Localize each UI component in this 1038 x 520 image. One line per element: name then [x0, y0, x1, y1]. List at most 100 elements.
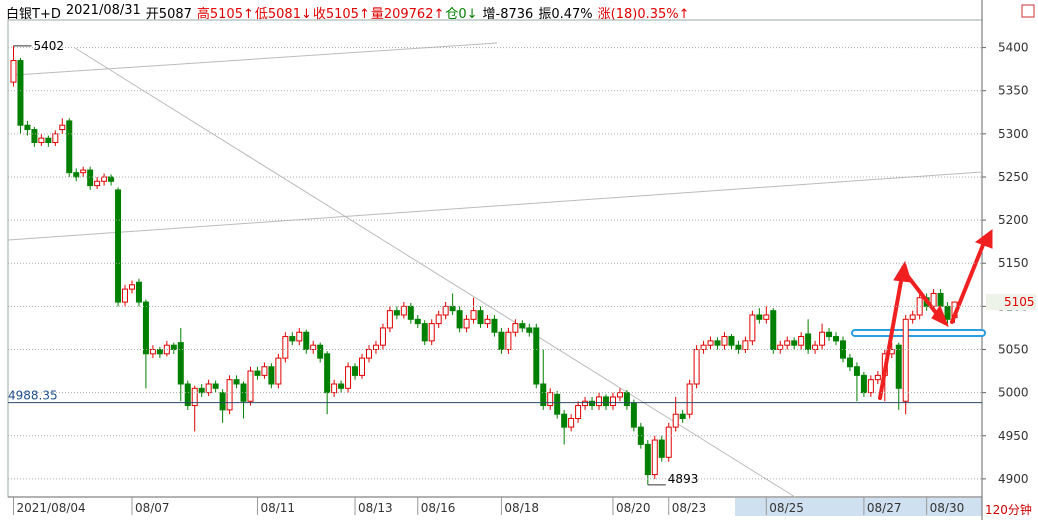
candle-body [672, 413, 679, 428]
candle-body [763, 314, 770, 320]
candle-body [442, 305, 449, 316]
x-tick-label: 08/23 [672, 501, 707, 515]
candle-body [651, 439, 658, 476]
candle-body [484, 318, 491, 325]
candle-body [73, 172, 80, 178]
candle-body [289, 336, 296, 342]
candle-body [386, 310, 393, 329]
candle-body [874, 374, 881, 381]
candle-body [512, 323, 519, 333]
y-tick-label: 4900 [998, 472, 1029, 486]
arrow-head [931, 304, 949, 328]
candle-body [421, 323, 428, 342]
candle-body [491, 318, 498, 333]
last-price-tag [986, 294, 1036, 311]
candle-body [338, 383, 345, 389]
candle-body [191, 387, 198, 407]
trend-line [14, 42, 498, 76]
candle-body [24, 124, 31, 131]
corner-icon [1021, 4, 1035, 18]
candle-body [163, 344, 170, 355]
candle-body [407, 305, 414, 320]
candle-body [38, 137, 45, 143]
candle-body [602, 396, 609, 407]
candle-body [122, 288, 129, 303]
candles [10, 45, 958, 485]
candle-body [45, 137, 52, 143]
header-item: 量209762↑ [370, 7, 445, 22]
candle-body [637, 426, 644, 445]
x-tick-label: 08/07 [135, 501, 170, 515]
candle-body [449, 305, 456, 312]
candle-body [519, 323, 526, 329]
header-item: 涨(18)0.35%↑ [597, 7, 690, 22]
candle-body [226, 379, 233, 411]
candle-body [212, 383, 219, 389]
candle-body [80, 169, 87, 174]
arrow-head [893, 260, 912, 283]
candle-body [10, 60, 17, 83]
x-tick-label: 08/20 [616, 501, 651, 515]
candle-body [735, 344, 742, 351]
candle-body [66, 120, 73, 174]
candle-body [184, 383, 191, 407]
candle-body [721, 336, 728, 346]
candle-body [791, 340, 798, 346]
candle-body [819, 331, 826, 346]
candle-body [930, 292, 937, 307]
x-tick-label: 08/11 [260, 501, 295, 515]
header-item: 2021/08/31 [65, 3, 141, 18]
header: 白银T+D 2021/08/31 开5087 高5105↑ 低5081↓ 收5105↑ 量2… [6, 3, 695, 22]
plot-frame [7, 19, 983, 498]
candle-body [937, 292, 944, 307]
header-item: 仓0↓ [445, 7, 478, 22]
candle-body [846, 357, 853, 368]
candle-body [372, 344, 379, 351]
candle-body [826, 331, 833, 338]
axis-highlight [735, 498, 982, 516]
candle-body [233, 379, 240, 385]
candle-body [310, 344, 317, 351]
candle-body [463, 318, 470, 329]
candle-body [658, 439, 665, 458]
candle-body [428, 323, 435, 342]
x-tick-label: 08/30 [930, 501, 965, 515]
candle-body [575, 405, 582, 420]
period-label: 120分钟 [985, 502, 1032, 517]
candle-body [700, 344, 707, 351]
candle-body [805, 333, 812, 351]
candle-body [665, 426, 672, 458]
candle-body [742, 340, 749, 351]
candle-body [156, 349, 163, 355]
candle-body [379, 327, 386, 346]
candle-body [526, 327, 533, 333]
high-label: 5402 [33, 39, 64, 53]
y-tick-label: 5000 [998, 386, 1029, 400]
candle-body [582, 400, 589, 407]
y-tick-label: 5050 [998, 343, 1029, 357]
candle-body [219, 392, 226, 411]
header-item: 振0.47% [538, 7, 593, 22]
candle-body [317, 344, 324, 359]
candle-body [414, 318, 421, 325]
candle-body [728, 336, 735, 346]
candle-body [533, 327, 540, 385]
candle-body [860, 374, 867, 394]
y-tick-label: 5200 [998, 213, 1029, 227]
candle-body [693, 349, 700, 385]
candle-body [554, 393, 561, 415]
candle-body [686, 383, 693, 415]
candle-body [170, 344, 177, 351]
candle-body [505, 331, 512, 351]
candle-body [296, 331, 303, 342]
candle-body [596, 396, 603, 407]
header-item: 增-8736 [482, 7, 534, 22]
candle-body [247, 370, 254, 402]
candle-body [477, 310, 484, 325]
candle-body [498, 331, 505, 351]
candle-body [630, 402, 637, 428]
low-label: 4893 [668, 472, 699, 486]
candle-body [435, 314, 442, 325]
